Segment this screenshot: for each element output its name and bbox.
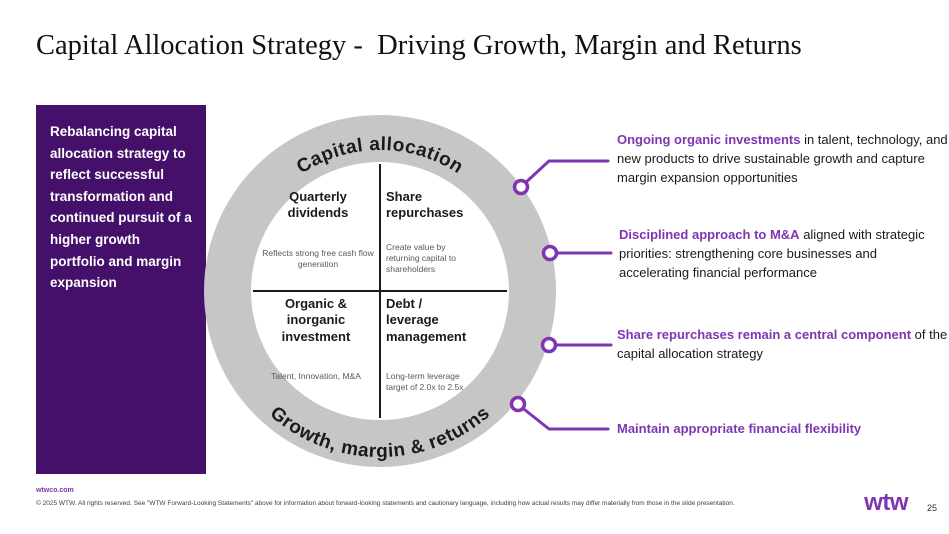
quadrant-title: Share repurchases [386,189,464,221]
quadrant-desc: Reflects strong free cash flow generatio… [262,247,374,269]
quadrant-desc: Create value by returning capital to sha… [386,241,456,274]
callout-lead: Ongoing organic investments [617,132,801,147]
connector-dot-3 [540,336,558,354]
footer-website-link[interactable]: wtwco.com [36,487,74,494]
top-arc-label: Capital allocation [293,134,467,178]
callout-rest: in talent, technology, and new products … [617,132,948,185]
callout-organic-investments: Ongoing organic investments in talent, t… [617,131,949,188]
donut-ring [204,115,556,467]
wtw-logo: wtw [864,489,908,516]
quadrant-title: Quarterly dividends [287,189,349,221]
quadrant-organic-inorganic-investment: Organic & inorganic investment Talent, I… [258,296,374,382]
quadrant-debt-leverage-management: Debt / leverage management Long-term lev… [386,296,486,393]
callout-ma-approach: Disciplined approach to M&A aligned with… [619,226,949,283]
key-message-text: Rebalancing capital allocation strategy … [50,124,192,291]
page-title: Capital Allocation Strategy - Driving Gr… [36,30,802,61]
connector-dot-1 [512,178,530,196]
bottom-arc-label: Growth, margin & returns [266,402,494,462]
callout-lead: Disciplined approach to M&A [619,227,800,242]
quadrant-quarterly-dividends: Quarterly dividends Reflects strong free… [262,189,374,270]
bottom-arc-label-text: Growth, margin & returns [266,402,494,462]
page-number: 25 [926,503,937,513]
quadrant-desc: Long-term leverage target of 2.0x to 2.5… [386,370,464,392]
callout-lead: Share repurchases remain a central compo… [617,327,912,342]
quadrant-title: Organic & inorganic investment [281,296,351,344]
quadrant-title: Debt / leverage management [386,296,467,344]
key-message-panel: Rebalancing capital allocation strategy … [36,105,206,474]
connector-dot-2 [541,244,559,262]
top-arc-label-text: Capital allocation [293,134,466,178]
quadrant-desc: Talent, Innovation, M&A [271,370,361,381]
callout-share-repurchases: Share repurchases remain a central compo… [617,326,949,364]
connector-line-1 [521,159,610,187]
callout-lead: Maintain appropriate financial flexibili… [617,421,862,436]
callout-rest: aligned with strategic priorities: stren… [619,227,925,280]
callout-financial-flexibility: Maintain appropriate financial flexibili… [617,420,947,439]
callout-rest: of the capital allocation strategy [617,327,948,361]
quadrant-share-repurchases: Share repurchases Create value by return… [386,189,490,275]
connector-line-4 [518,404,610,431]
connector-dot-4 [509,395,527,413]
footer-copyright: © 2025 WTW. All rights reserved. See "WT… [36,500,735,507]
